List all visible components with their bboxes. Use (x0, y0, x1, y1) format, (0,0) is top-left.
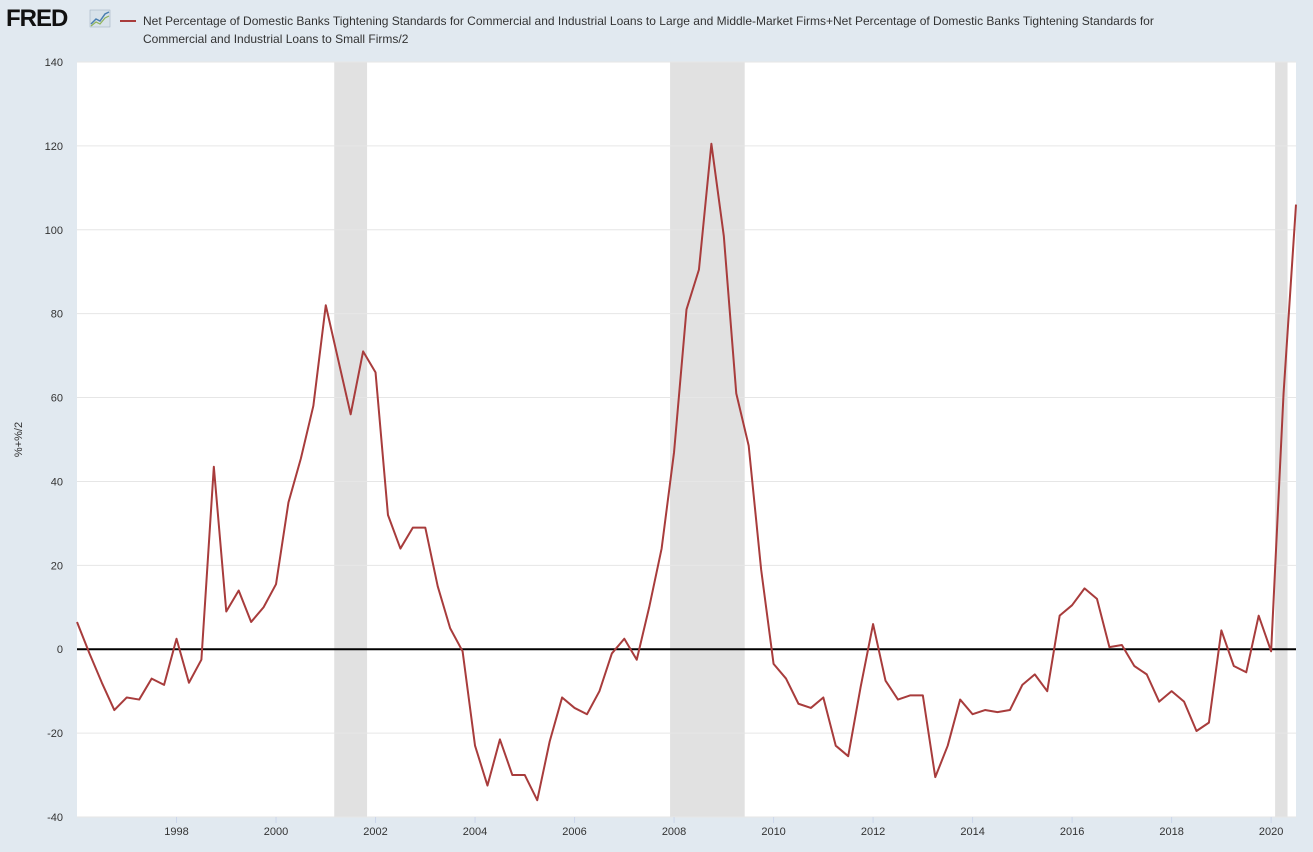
x-tick-label: 1998 (164, 826, 188, 838)
x-tick-label: 2014 (960, 826, 984, 838)
legend-swatch (120, 20, 136, 22)
y-tick-label: -20 (47, 728, 63, 740)
y-axis-label: %+%/2 (13, 422, 25, 457)
legend: Net Percentage of Domestic Banks Tighten… (120, 12, 1200, 48)
y-tick-label: 60 (51, 393, 63, 405)
y-tick-label: 120 (45, 141, 63, 153)
y-tick-label: 40 (51, 476, 63, 488)
x-tick-label: 2020 (1259, 826, 1283, 838)
y-tick-label: 0 (57, 644, 63, 656)
x-tick-label: 2016 (1060, 826, 1084, 838)
y-tick-label: 20 (51, 560, 63, 572)
x-tick-label: 2012 (861, 826, 885, 838)
series-line (76, 142, 1297, 802)
x-tick-label: 2018 (1159, 826, 1183, 838)
x-tick-label: 2008 (662, 826, 686, 838)
x-tick-label: 2000 (264, 826, 288, 838)
y-tick-label: -40 (47, 812, 63, 824)
logo: FRED (6, 5, 68, 32)
legend-text: Net Percentage of Domestic Banks Tighten… (143, 14, 1154, 46)
recession-band (334, 62, 368, 817)
y-tick-label: 100 (45, 225, 63, 237)
y-tick-label: 80 (51, 309, 63, 321)
x-tick-label: 2004 (463, 826, 487, 838)
x-tick-label: 2010 (761, 826, 785, 838)
x-tick-label: 2006 (562, 826, 586, 838)
y-tick-label: 140 (45, 57, 63, 69)
logo-icon (89, 9, 111, 28)
x-tick-label: 2002 (363, 826, 387, 838)
